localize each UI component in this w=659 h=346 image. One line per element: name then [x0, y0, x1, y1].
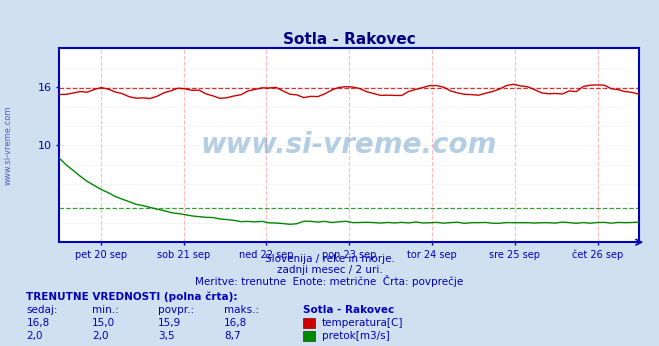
Text: Slovenija / reke in morje.: Slovenija / reke in morje. — [264, 254, 395, 264]
Text: zadnji mesec / 2 uri.: zadnji mesec / 2 uri. — [277, 265, 382, 275]
Text: 16,8: 16,8 — [224, 318, 247, 328]
Text: TRENUTNE VREDNOSTI (polna črta):: TRENUTNE VREDNOSTI (polna črta): — [26, 291, 238, 302]
Text: 2,0: 2,0 — [92, 331, 109, 342]
Text: Meritve: trenutne  Enote: metrične  Črta: povprečje: Meritve: trenutne Enote: metrične Črta: … — [195, 275, 464, 287]
Title: Sotla - Rakovec: Sotla - Rakovec — [283, 32, 416, 47]
Text: www.si-vreme.com: www.si-vreme.com — [4, 106, 13, 185]
Text: povpr.:: povpr.: — [158, 305, 194, 315]
Text: Sotla - Rakovec: Sotla - Rakovec — [303, 305, 394, 315]
Text: www.si-vreme.com: www.si-vreme.com — [201, 131, 498, 159]
Text: 8,7: 8,7 — [224, 331, 241, 342]
Text: 2,0: 2,0 — [26, 331, 43, 342]
Text: 15,0: 15,0 — [92, 318, 115, 328]
Text: temperatura[C]: temperatura[C] — [322, 318, 403, 328]
Text: 16,8: 16,8 — [26, 318, 49, 328]
Text: maks.:: maks.: — [224, 305, 259, 315]
Text: sedaj:: sedaj: — [26, 305, 58, 315]
Text: 3,5: 3,5 — [158, 331, 175, 342]
Text: 15,9: 15,9 — [158, 318, 181, 328]
Text: pretok[m3/s]: pretok[m3/s] — [322, 331, 389, 342]
Text: min.:: min.: — [92, 305, 119, 315]
